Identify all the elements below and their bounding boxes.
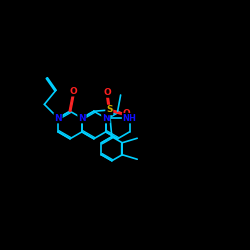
Text: N: N: [54, 114, 62, 122]
Text: O: O: [123, 109, 131, 118]
Text: NH: NH: [122, 114, 136, 122]
Text: O: O: [69, 87, 77, 96]
Text: O: O: [104, 88, 112, 97]
Text: N: N: [78, 114, 86, 122]
Text: N: N: [102, 114, 110, 122]
Text: S: S: [106, 106, 112, 114]
